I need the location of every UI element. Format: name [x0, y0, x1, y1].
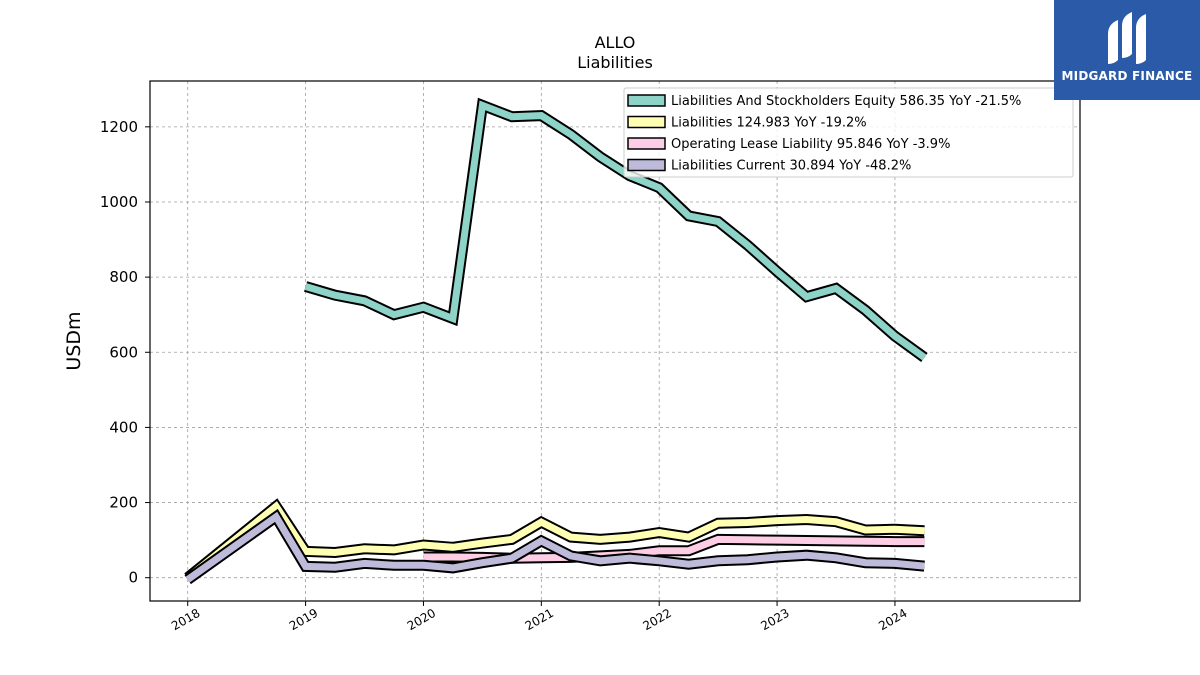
series-line — [185, 511, 925, 583]
legend-box — [623, 87, 1074, 178]
brand-name: MIDGARD FINANCE — [1061, 69, 1193, 83]
series-line — [185, 501, 925, 581]
chart-subtitle: Liabilities — [577, 53, 653, 72]
series-1 — [304, 97, 928, 362]
series-layer — [184, 97, 928, 585]
x-tick-label: 2022 — [640, 606, 673, 633]
x-tick-label: 2023 — [758, 606, 791, 633]
y-tick-label: 600 — [109, 343, 138, 361]
legend-entry: Liabilities 124.983 YoY -19.2% — [671, 116, 867, 131]
legend-swatch — [627, 137, 666, 150]
legend-swatch — [627, 115, 666, 129]
y-tick-label: 1200 — [100, 118, 138, 136]
legend-swatch — [627, 94, 666, 107]
series-4 — [184, 508, 925, 585]
y-tick-label: 0 — [128, 569, 138, 587]
series-line — [304, 100, 927, 361]
y-tick-label: 800 — [109, 268, 138, 286]
legend: Liabilities And Stockholders Equity 586.… — [623, 87, 1074, 178]
chart-title: ALLO — [595, 33, 636, 52]
y-tick-label: 400 — [109, 418, 138, 436]
x-tick-label: 2024 — [876, 606, 909, 633]
legend-entry: Operating Lease Liability 95.846 YoY -3.… — [671, 137, 950, 152]
legend-entry: Liabilities Current 30.894 YoY -48.2% — [671, 159, 911, 174]
x-tick-label: 2019 — [287, 606, 320, 633]
legend-entry: Liabilities And Stockholders Equity 586.… — [671, 94, 1021, 109]
x-tick-label: 2018 — [169, 606, 202, 633]
x-tick-label: 2020 — [405, 606, 438, 633]
y-tick-label: 1000 — [100, 193, 138, 211]
plot-frame — [149, 80, 1081, 602]
legend-swatch — [627, 158, 666, 172]
y-tick-label: 200 — [109, 494, 138, 512]
x-tick-label: 2021 — [523, 606, 556, 633]
brand-logo: MIDGARD FINANCE — [1054, 0, 1200, 100]
series-2 — [184, 498, 925, 582]
midgard-logo-icon — [1108, 12, 1146, 64]
y-axis-label: USDm — [63, 311, 85, 370]
